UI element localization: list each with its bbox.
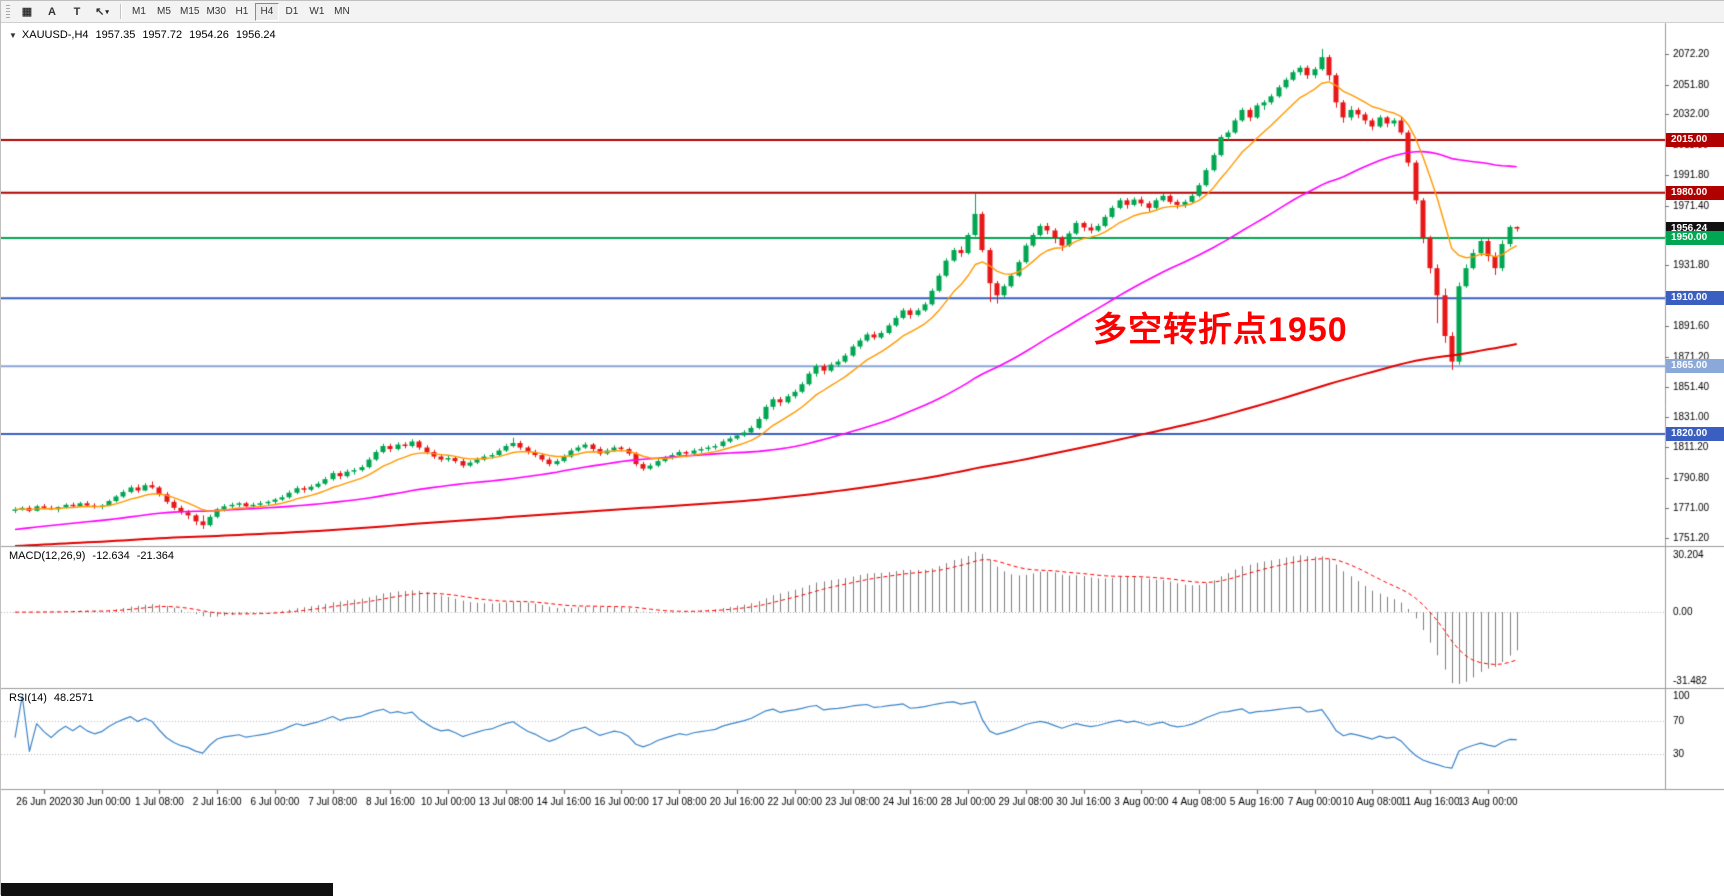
- text-tool-button[interactable]: T: [65, 3, 89, 21]
- axis-price-tag: 1980.00: [1666, 185, 1724, 200]
- open-value: 1957.35: [95, 29, 136, 41]
- axis-price-tag: 2015.00: [1666, 133, 1724, 148]
- timeframe-button-m1[interactable]: M1: [127, 3, 151, 21]
- axis-price-tag: 1865.00: [1666, 359, 1724, 374]
- timeframe-button-w1[interactable]: W1: [305, 3, 329, 21]
- rsi-value: 48.2571: [53, 692, 94, 704]
- timeframe-button-m15[interactable]: M15: [177, 3, 202, 21]
- timeframe-button-m5[interactable]: M5: [152, 3, 176, 21]
- macd-indicator-label: MACD(12,26,9) -12.634 -21.364: [9, 550, 174, 562]
- close-value: 1956.24: [235, 29, 276, 41]
- macd-value: -12.634: [92, 550, 130, 562]
- toolbar-divider: [120, 4, 121, 19]
- arrow-icon: ↖: [95, 6, 105, 18]
- chart-ohlc-header: ▼ XAUUSD-,H4 1957.35 1957.72 1954.26 195…: [9, 29, 276, 41]
- axis-price-tag: 1950.00: [1666, 231, 1724, 246]
- high-value: 1957.72: [142, 29, 183, 41]
- rsi-indicator-label: RSI(14) 48.2571: [9, 692, 94, 704]
- macd-name: MACD(12,26,9): [9, 550, 86, 562]
- toolbar-grip[interactable]: [6, 4, 10, 19]
- macd-signal-value: -21.364: [136, 550, 175, 562]
- collapse-triangle-icon: ▼: [9, 30, 17, 40]
- arrow-style-tool-button[interactable]: ↖ ▾: [90, 3, 114, 21]
- timeframe-button-h1[interactable]: H1: [230, 3, 254, 21]
- grid-icon: ▦: [21, 6, 33, 18]
- chart-annotation-text[interactable]: 多空转折点1950: [1093, 311, 1348, 349]
- timeframe-button-h4[interactable]: H4: [254, 2, 279, 21]
- axis-price-tag: 1820.00: [1666, 426, 1724, 441]
- timeframe-button-mn[interactable]: MN: [330, 3, 354, 21]
- top-toolbar: ▦ A T ↖ ▾ M1 M5 M15 M30 H1 H4 D1 W1 MN: [1, 1, 1724, 23]
- symbol-timeframe-label: XAUUSD-,H4: [21, 29, 89, 41]
- low-value: 1954.26: [189, 29, 229, 41]
- caret-down-icon: ▾: [105, 8, 109, 16]
- text-label-tool-button[interactable]: A: [40, 3, 64, 21]
- grid-tool-button[interactable]: ▦: [15, 3, 39, 21]
- timeframe-button-m30[interactable]: M30: [203, 3, 228, 21]
- rsi-name: RSI(14): [9, 692, 47, 704]
- axis-price-tag: 1910.00: [1666, 291, 1724, 306]
- timeframe-button-d1[interactable]: D1: [280, 3, 304, 21]
- taskbar-fragment: [1, 883, 333, 896]
